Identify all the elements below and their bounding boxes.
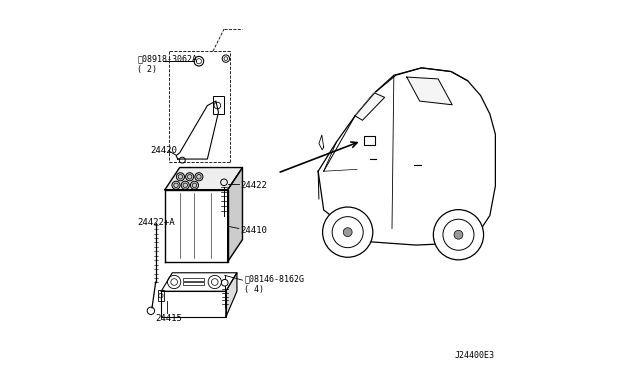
Bar xyxy=(213,96,224,114)
Text: Ⓒ08146-8162G
( 4): Ⓒ08146-8162G ( 4) xyxy=(244,274,304,294)
Text: J24400E3: J24400E3 xyxy=(455,350,495,359)
Circle shape xyxy=(191,181,198,189)
Polygon shape xyxy=(319,135,324,150)
Circle shape xyxy=(433,210,484,260)
Polygon shape xyxy=(176,101,218,159)
Bar xyxy=(364,136,374,145)
Circle shape xyxy=(454,230,463,239)
Polygon shape xyxy=(318,68,495,245)
Polygon shape xyxy=(228,167,243,262)
Polygon shape xyxy=(355,93,385,120)
Polygon shape xyxy=(165,190,228,262)
Circle shape xyxy=(323,207,372,257)
Text: 24415: 24415 xyxy=(156,314,182,323)
Bar xyxy=(157,290,164,301)
Text: 24410: 24410 xyxy=(241,226,268,235)
Polygon shape xyxy=(226,273,237,317)
Text: 24420: 24420 xyxy=(150,147,177,155)
Text: ⓝ08918-3062A
( 2): ⓝ08918-3062A ( 2) xyxy=(137,54,197,74)
Polygon shape xyxy=(407,77,452,105)
Polygon shape xyxy=(161,291,226,317)
Circle shape xyxy=(172,181,180,189)
Polygon shape xyxy=(165,167,243,190)
Bar xyxy=(184,282,204,285)
Circle shape xyxy=(195,173,203,181)
Circle shape xyxy=(177,173,184,181)
Polygon shape xyxy=(161,273,237,291)
Circle shape xyxy=(343,228,352,237)
Circle shape xyxy=(181,181,189,189)
Text: 24422+A: 24422+A xyxy=(137,218,175,227)
Text: 24422: 24422 xyxy=(241,182,268,190)
Bar xyxy=(184,278,204,280)
Circle shape xyxy=(186,173,194,181)
